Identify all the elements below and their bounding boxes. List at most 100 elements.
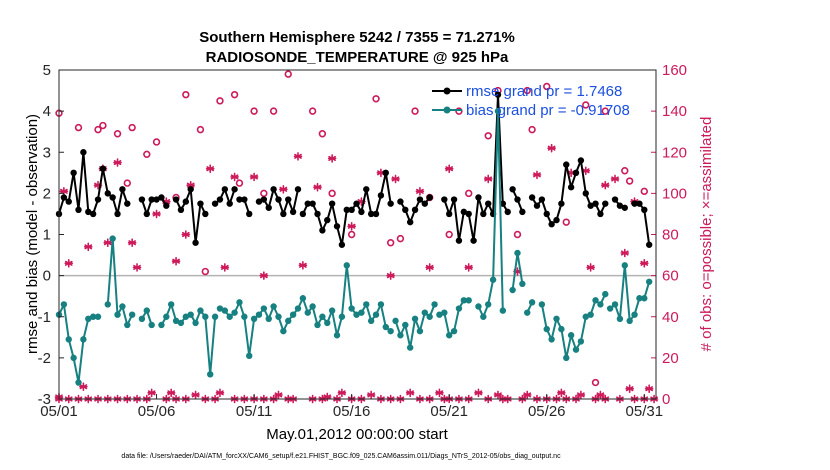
bias-point	[377, 301, 385, 308]
rmse-point	[567, 184, 575, 191]
bias-point	[548, 336, 555, 343]
y-left-tick-label: -3	[38, 391, 51, 408]
assimilated-count-marker	[79, 382, 88, 391]
bias-point	[543, 325, 550, 333]
rmse-point	[406, 218, 414, 226]
y-left-tick-label: 4	[43, 103, 51, 120]
rmse-point	[597, 210, 604, 218]
bias-point	[382, 323, 389, 331]
possible-count-marker	[455, 107, 463, 115]
rmse-point	[514, 196, 521, 203]
rmse-point	[202, 210, 209, 218]
rmse-point	[616, 202, 624, 209]
assimilated-count-marker	[600, 180, 610, 190]
rmse-point	[143, 210, 150, 218]
bias-point	[328, 307, 336, 314]
assimilated-count-marker	[279, 184, 288, 194]
bias-point	[138, 315, 146, 323]
bias-point	[353, 311, 360, 318]
bias-point	[289, 311, 297, 318]
possible-count-marker	[543, 82, 551, 91]
bias-point	[333, 332, 341, 339]
bias-point	[163, 313, 170, 320]
assimilated-count-marker	[337, 388, 347, 398]
rmse-point	[587, 202, 594, 209]
rmse-point	[260, 196, 268, 203]
possible-count-marker	[640, 187, 648, 196]
assimilated-count-marker	[644, 384, 654, 394]
y-axis-label-left: rmse and bias (model - observation)	[24, 114, 41, 354]
x-axis-label: May.01,2012 00:00:00 start	[266, 426, 448, 443]
bias-point	[577, 338, 585, 345]
rmse-point	[543, 210, 550, 218]
bias-point	[616, 315, 624, 323]
bias-point	[309, 303, 316, 310]
bias-point	[343, 262, 350, 269]
x-tick-label: 05/01	[40, 403, 78, 420]
bias-point	[431, 301, 438, 308]
possible-count-marker	[123, 179, 131, 187]
bias-point	[572, 346, 580, 353]
bias-point	[265, 315, 272, 323]
bias-point	[509, 286, 516, 294]
bias-point	[211, 313, 219, 320]
rmse-point	[241, 196, 248, 203]
x-tick-label: 05/11	[236, 403, 272, 420]
rmse-point	[538, 196, 546, 203]
y-right-tick-label: 0	[662, 391, 670, 408]
rmse-point	[109, 194, 116, 201]
bias-point	[597, 301, 604, 308]
possible-count-marker	[601, 107, 609, 115]
rmse-point	[104, 190, 111, 197]
possible-count-marker	[113, 130, 122, 138]
bias-point	[280, 327, 287, 335]
assimilated-count-marker	[620, 248, 630, 258]
bias-point	[314, 321, 321, 329]
bias-point	[363, 301, 370, 308]
rmse-point	[343, 206, 350, 214]
rmse-point	[563, 161, 570, 168]
y-left-tick-label: -1	[38, 309, 51, 326]
bias-point	[387, 327, 394, 335]
bias-point	[553, 315, 560, 323]
assimilated-count-marker	[113, 158, 122, 167]
rmse-point	[582, 190, 589, 197]
assimilated-count-marker	[147, 388, 156, 398]
rmse-point	[94, 196, 102, 203]
y-left-tick-label: 1	[43, 227, 51, 244]
rmse-point	[124, 200, 131, 207]
bias-point	[455, 305, 463, 312]
rmse-point	[631, 200, 638, 207]
y-left-tick-label: 3	[43, 144, 51, 161]
bias-point	[411, 315, 419, 323]
bias-point	[475, 303, 482, 310]
y-right-tick-label: 100	[662, 185, 687, 202]
bias-point	[85, 315, 92, 323]
y-axis-label-right: # of obs: o=possible; ×=assimilated	[698, 117, 715, 352]
assimilated-count-marker	[557, 388, 566, 398]
assimilated-count-marker	[132, 263, 142, 272]
assimilated-count-marker	[347, 221, 356, 231]
rmse-point	[85, 208, 92, 216]
rmse-point	[294, 186, 302, 193]
bias-point	[192, 319, 199, 327]
bias-point	[602, 290, 609, 298]
rmse-point	[289, 208, 297, 216]
bias-point	[426, 313, 433, 320]
bias-point	[563, 354, 570, 362]
assimilated-count-marker	[298, 261, 308, 270]
y-left-tick-label: 2	[43, 185, 51, 202]
bias-point	[75, 379, 82, 386]
possible-count-marker	[182, 90, 190, 99]
legend-label-bias: bias grand pr = -0.91708	[466, 102, 630, 119]
rmse-point	[89, 210, 97, 218]
rmse-point	[421, 200, 429, 207]
possible-count-marker	[152, 138, 161, 146]
bias-point	[392, 317, 399, 325]
assimilated-count-marker	[83, 242, 93, 252]
assimilated-count-marker	[259, 271, 269, 280]
assimilated-count-marker	[474, 388, 483, 398]
bias-point	[519, 280, 526, 288]
bias-point	[221, 307, 229, 314]
bias-point	[231, 309, 238, 316]
